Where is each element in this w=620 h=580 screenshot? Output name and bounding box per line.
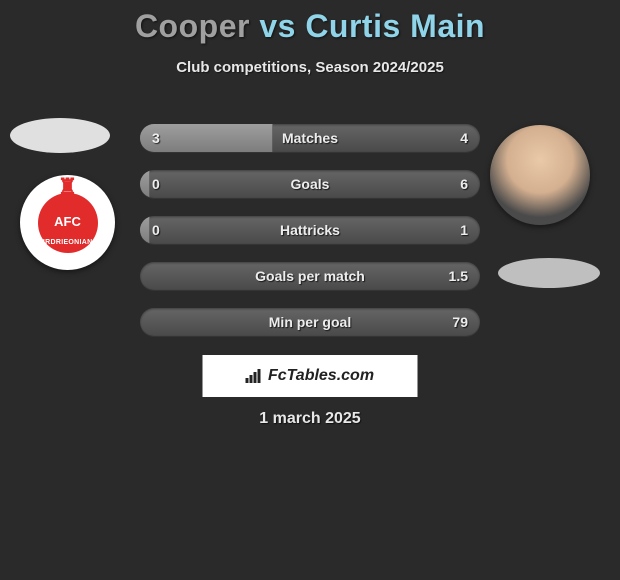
- stat-value-right: 1.5: [449, 262, 468, 290]
- bar-chart-icon: [246, 369, 264, 383]
- comparison-date: 1 march 2025: [0, 410, 620, 428]
- stats-container: 3Matches4 0Goals6 0Hattricks1 Goals per mat…: [140, 124, 480, 354]
- player1-name: Cooper: [135, 8, 250, 44]
- club-name: AIRDRIEONIANS: [38, 239, 98, 247]
- subtitle: Club competitions, Season 2024/2025: [0, 59, 620, 76]
- stat-value-right: 79: [452, 308, 468, 336]
- stat-label: Matches: [140, 124, 480, 152]
- club-abbrev: AFC: [54, 215, 81, 229]
- player1-avatar-placeholder: [10, 118, 110, 153]
- logo-text: FcTables.com: [268, 367, 374, 385]
- player2-name: Curtis Main: [305, 8, 485, 44]
- vs-separator: vs: [259, 8, 296, 44]
- stat-label: Goals: [140, 170, 480, 198]
- stat-row: 0Goals6: [140, 170, 480, 198]
- stat-label: Hattricks: [140, 216, 480, 244]
- comparison-title: Cooper vs Curtis Main: [0, 0, 620, 45]
- stat-label: Goals per match: [140, 262, 480, 290]
- stat-value-right: 1: [460, 216, 468, 244]
- club-badge-inner: ♜ AFC AIRDRIEONIANS: [38, 193, 98, 253]
- stat-row: 0Hattricks1: [140, 216, 480, 244]
- stat-label: Min per goal: [140, 308, 480, 336]
- stat-row: 3Matches4: [140, 124, 480, 152]
- player1-club-badge: ♜ AFC AIRDRIEONIANS: [20, 175, 115, 270]
- stat-value-right: 4: [460, 124, 468, 152]
- stat-value-right: 6: [460, 170, 468, 198]
- player2-photo: [490, 125, 590, 225]
- rooster-icon: ♜: [58, 175, 78, 199]
- fctables-logo[interactable]: FcTables.com: [203, 355, 418, 397]
- stat-row: Goals per match1.5: [140, 262, 480, 290]
- stat-row: Min per goal79: [140, 308, 480, 336]
- player2-club-placeholder: [498, 258, 600, 288]
